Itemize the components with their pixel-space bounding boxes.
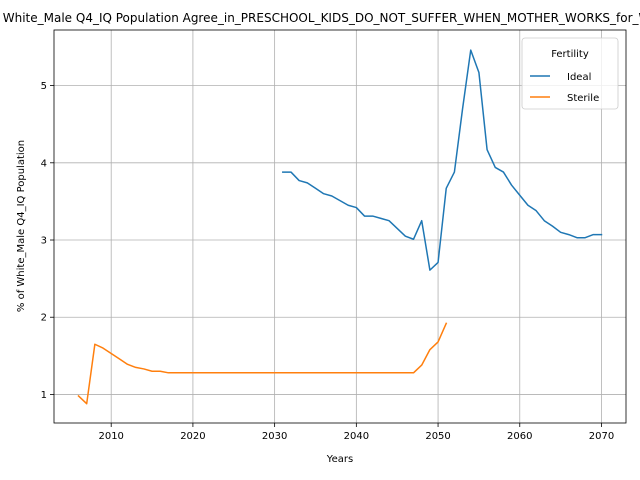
- series-line-sterile: [77, 322, 448, 405]
- y-tick-label: 2: [41, 313, 47, 324]
- y-axis-label: % of White_Male Q4_IQ Population: [16, 140, 27, 312]
- plot-frame: [53, 29, 627, 424]
- series-lines: [77, 49, 603, 405]
- grid: [54, 30, 626, 423]
- legend-box: [521, 37, 619, 110]
- legend-label-sterile: Sterile: [567, 93, 599, 104]
- y-tick-label: 4: [41, 158, 47, 169]
- x-tick-label: 2010: [98, 431, 123, 442]
- series-line-ideal: [282, 49, 603, 271]
- legend-title: Fertility: [551, 49, 589, 60]
- x-tick-label: 2050: [425, 431, 450, 442]
- y-tick-label: 5: [41, 81, 47, 92]
- x-axis-label: Years: [326, 454, 353, 465]
- x-tick-label: 2040: [344, 431, 369, 442]
- x-tick-label: 2070: [589, 431, 614, 442]
- y-tick-label: 3: [41, 236, 47, 247]
- chart-title: % of White_Male Q4_IQ Population Agree_i…: [0, 11, 640, 25]
- y-tick-label: 1: [41, 390, 47, 401]
- axis-ticks: 2010 2020 2030 2040 2050 2060 2070 1 2 3 4 5: [41, 81, 615, 442]
- legend-label-ideal: Ideal: [567, 72, 591, 83]
- x-tick-label: 2060: [507, 431, 532, 442]
- x-tick-label: 2030: [262, 431, 287, 442]
- x-tick-label: 2020: [180, 431, 205, 442]
- legend: Fertility Ideal Sterile: [521, 37, 619, 110]
